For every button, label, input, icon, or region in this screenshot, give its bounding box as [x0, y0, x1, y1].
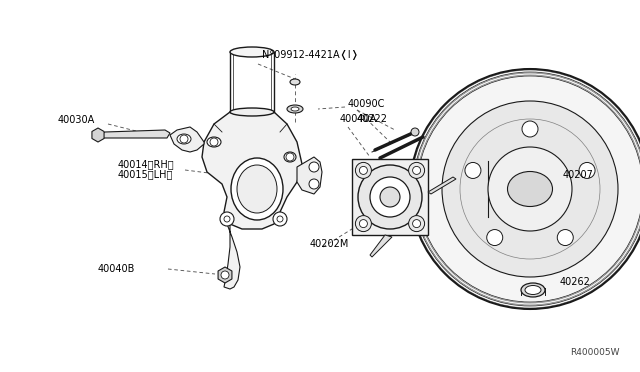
Circle shape: [220, 212, 234, 226]
Circle shape: [408, 216, 424, 232]
Text: 40207: 40207: [563, 170, 594, 180]
Text: 40014〈RH〉: 40014〈RH〉: [118, 159, 175, 169]
Ellipse shape: [230, 108, 274, 116]
Circle shape: [370, 177, 410, 217]
Circle shape: [355, 216, 371, 232]
Polygon shape: [218, 267, 232, 283]
Ellipse shape: [525, 285, 541, 295]
Circle shape: [360, 219, 367, 228]
Text: 40040B: 40040B: [98, 264, 136, 274]
Circle shape: [221, 271, 229, 279]
Circle shape: [277, 216, 283, 222]
Circle shape: [413, 72, 640, 306]
Ellipse shape: [237, 165, 277, 213]
Circle shape: [273, 212, 287, 226]
Circle shape: [360, 166, 367, 174]
Ellipse shape: [291, 107, 299, 111]
Text: 40040A: 40040A: [340, 114, 377, 124]
Circle shape: [488, 147, 572, 231]
Polygon shape: [224, 224, 240, 289]
Polygon shape: [100, 130, 170, 138]
Circle shape: [417, 76, 640, 302]
Polygon shape: [352, 159, 428, 235]
Ellipse shape: [508, 171, 552, 206]
Circle shape: [522, 121, 538, 137]
Circle shape: [355, 163, 371, 179]
Polygon shape: [202, 112, 302, 229]
Text: 40222: 40222: [357, 114, 388, 124]
Polygon shape: [92, 128, 104, 142]
Circle shape: [309, 162, 319, 172]
Ellipse shape: [177, 134, 191, 144]
Text: 40015〈LH〉: 40015〈LH〉: [118, 169, 173, 179]
Text: 40262: 40262: [560, 277, 591, 287]
Text: 40030A: 40030A: [58, 115, 95, 125]
Circle shape: [487, 230, 503, 246]
Polygon shape: [428, 177, 456, 194]
Ellipse shape: [521, 283, 545, 297]
Circle shape: [411, 128, 419, 136]
Circle shape: [358, 165, 422, 229]
Circle shape: [579, 163, 595, 179]
Polygon shape: [170, 127, 204, 152]
Circle shape: [210, 138, 218, 146]
Circle shape: [380, 187, 400, 207]
Ellipse shape: [290, 79, 300, 85]
Circle shape: [442, 101, 618, 277]
Ellipse shape: [284, 152, 296, 162]
Ellipse shape: [230, 47, 274, 57]
Circle shape: [180, 135, 188, 143]
Circle shape: [410, 69, 640, 309]
Circle shape: [286, 153, 294, 161]
Circle shape: [309, 179, 319, 189]
Text: N°09912-4421A❬I❭: N°09912-4421A❬I❭: [262, 50, 359, 60]
Polygon shape: [297, 157, 322, 194]
Text: R400005W: R400005W: [570, 348, 620, 357]
Circle shape: [557, 230, 573, 246]
Circle shape: [413, 166, 420, 174]
Ellipse shape: [207, 137, 221, 147]
Circle shape: [408, 163, 424, 179]
Ellipse shape: [231, 158, 283, 220]
Circle shape: [224, 216, 230, 222]
Circle shape: [465, 163, 481, 179]
Text: 40202M: 40202M: [310, 239, 349, 249]
Circle shape: [413, 219, 420, 228]
Polygon shape: [370, 235, 392, 257]
Ellipse shape: [287, 105, 303, 113]
Text: 40090C: 40090C: [348, 99, 385, 109]
